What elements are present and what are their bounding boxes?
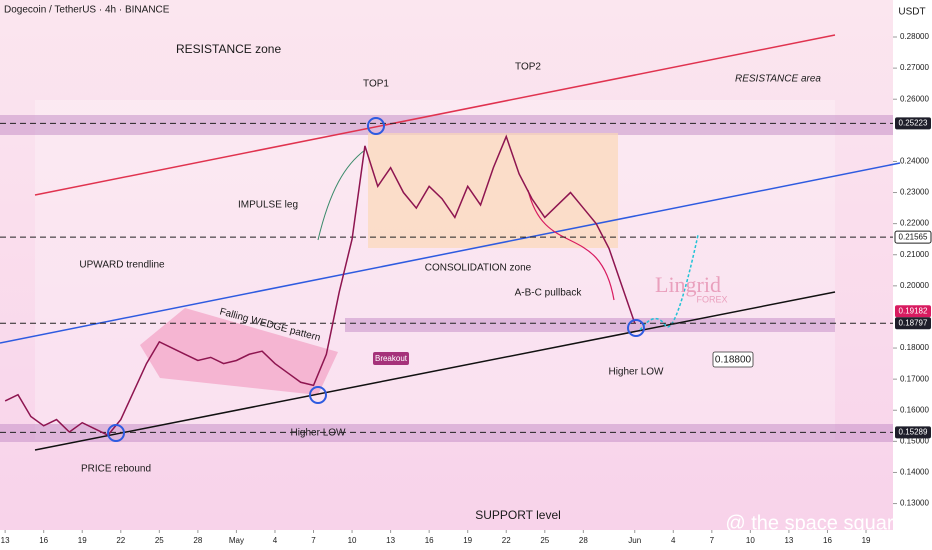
support-line — [34, 291, 836, 451]
annotation: CONSOLIDATION zone — [425, 263, 532, 274]
x-tick-label: 19 — [862, 536, 871, 545]
x-tick-label: 13 — [784, 536, 793, 545]
rebound-marker — [107, 424, 125, 442]
y-tick-label: 0.17000 — [900, 374, 929, 383]
price-tag-label: 0.18797 — [899, 318, 928, 327]
y-tick-label: 0.26000 — [900, 94, 929, 103]
x-tick-label: 10 — [348, 536, 357, 545]
projection — [639, 234, 699, 331]
x-tick-label: 13 — [1, 536, 10, 545]
y-tick-label: 0.28000 — [900, 32, 929, 41]
x-tick-label: 28 — [193, 536, 202, 545]
axis-unit: USDT — [898, 7, 925, 18]
x-tick-label: 16 — [39, 536, 48, 545]
x-tick-label: 13 — [386, 536, 395, 545]
y-tick-label: 0.22000 — [900, 219, 929, 228]
annotation: IMPULSE leg — [238, 200, 298, 211]
x-tick-label: 16 — [425, 536, 434, 545]
x-tick-label: 25 — [155, 536, 164, 545]
annotation: 0.18800 — [715, 355, 752, 366]
y-tick-label: 0.15000 — [900, 436, 929, 445]
x-tick-label: May — [229, 536, 244, 545]
pullback-arrow — [527, 189, 615, 301]
x-tick-label: 19 — [78, 536, 87, 545]
low-marker — [309, 386, 327, 404]
price-tag — [895, 317, 931, 330]
annotation: RESISTANCE zone — [176, 42, 281, 56]
annotation: TOP1 — [363, 79, 389, 90]
breakout-box — [373, 352, 409, 365]
price-tag — [894, 230, 932, 244]
price-tag-label: 0.19182 — [899, 306, 928, 315]
annotation: SUPPORT level — [475, 508, 561, 522]
resistance-line — [34, 34, 836, 196]
annotation: Higher LOW — [290, 428, 346, 439]
y-tick-label: 0.21000 — [900, 250, 929, 259]
price-line — [4, 134, 636, 437]
y-tick-label: 0.16000 — [900, 405, 929, 414]
trendline — [0, 162, 901, 344]
annotation: Breakout — [375, 354, 408, 363]
price-tag — [895, 426, 931, 439]
time-axis — [0, 530, 893, 550]
x-tick-label: 22 — [502, 536, 511, 545]
watermark: @ the space square — [725, 512, 904, 534]
x-tick-label: 16 — [823, 536, 832, 545]
x-tick-label: 4 — [273, 536, 278, 545]
low-marker — [627, 319, 645, 337]
top1-marker — [367, 117, 385, 135]
price-tag — [895, 117, 931, 130]
mid-band — [345, 318, 835, 332]
annotation: RESISTANCE area — [735, 74, 821, 85]
x-tick-label: Jun — [628, 536, 641, 545]
price-axis — [893, 0, 932, 550]
x-tick-label: 25 — [540, 536, 549, 545]
price-tag-label: 0.21565 — [899, 232, 928, 241]
chart-title: Dogecoin / TetherUS · 4h · BINANCE — [4, 5, 170, 16]
annotation: PRICE rebound — [81, 464, 151, 475]
annotation: TOP2 — [515, 62, 541, 73]
y-tick-label: 0.24000 — [900, 157, 929, 166]
resistance-band — [0, 115, 893, 135]
annotation: UPWARD trendline — [79, 260, 165, 271]
annotation: A-B-C pullback — [515, 288, 583, 299]
x-tick-label: 7 — [710, 536, 715, 545]
y-tick-label: 0.18000 — [900, 343, 929, 352]
consolidation-box — [368, 133, 618, 248]
logo: FOREX — [696, 294, 727, 304]
x-tick-label: 4 — [671, 536, 676, 545]
price-tag-label: 0.25223 — [899, 118, 928, 127]
x-tick-label: 19 — [463, 536, 472, 545]
x-tick-label: 7 — [311, 536, 316, 545]
price-tag — [895, 305, 931, 318]
y-tick-label: 0.13000 — [900, 499, 929, 508]
support-band — [0, 424, 893, 442]
impulse-arrow — [317, 149, 366, 241]
x-tick-label: 22 — [116, 536, 125, 545]
x-tick-label: 28 — [579, 536, 588, 545]
logo: Lingrid — [655, 272, 721, 297]
level-box — [712, 351, 754, 368]
price-tag-label: 0.15289 — [899, 427, 928, 436]
annotation: Higher LOW — [608, 367, 664, 378]
y-tick-label: 0.14000 — [900, 468, 929, 477]
x-tick-label: 10 — [746, 536, 755, 545]
y-tick-label: 0.23000 — [900, 188, 929, 197]
y-tick-label: 0.27000 — [900, 63, 929, 72]
y-tick-label: 0.20000 — [900, 281, 929, 290]
